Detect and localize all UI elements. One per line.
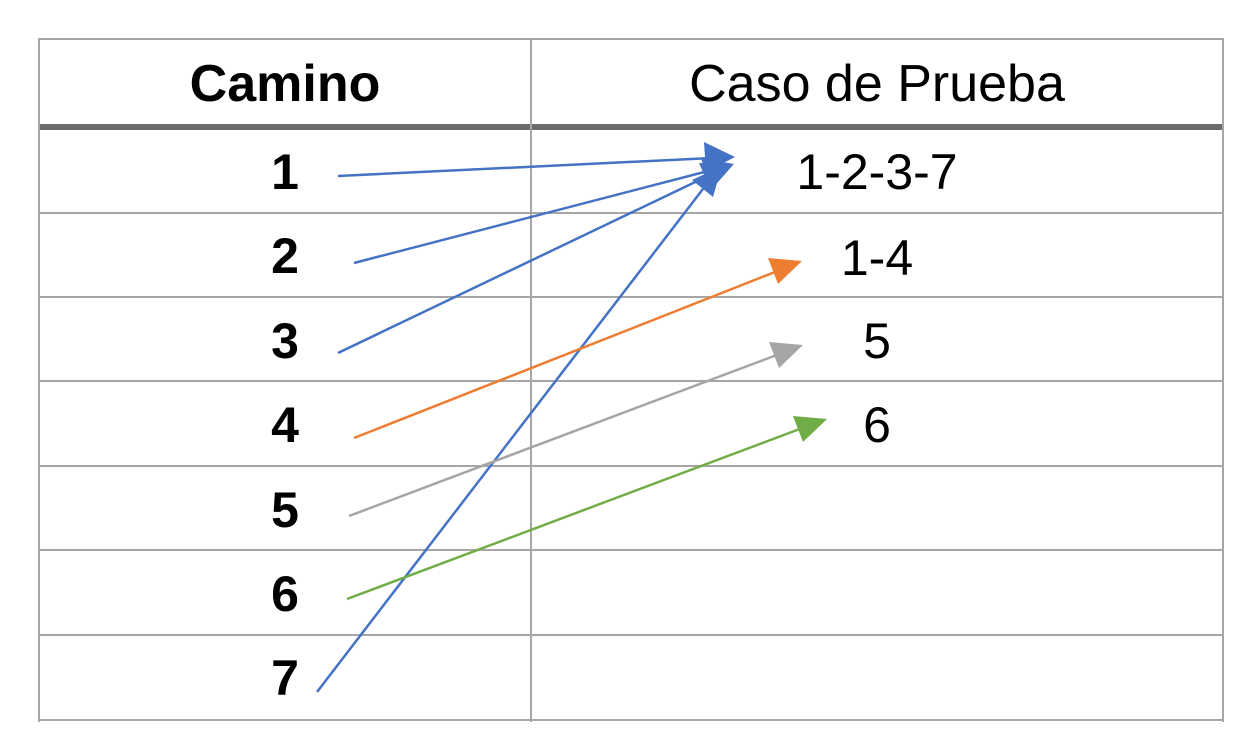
- camino-cell-2: 2: [271, 228, 299, 284]
- caso-cell-4: 6: [863, 397, 891, 453]
- caso-cell-1: 1-2-3-7: [796, 144, 958, 200]
- arrow-6-to-6: [346, 416, 827, 601]
- arrow-2-to-1-2-3-7: [353, 158, 734, 265]
- arrow-5-to-5: [348, 342, 803, 518]
- header-separator: [39, 124, 1224, 130]
- table-left-border: [38, 38, 40, 722]
- row-divider: [39, 380, 1224, 382]
- row-divider: [39, 634, 1224, 636]
- arrow-3-to-1-2-3-7: [337, 163, 733, 355]
- row-divider: [39, 465, 1224, 467]
- caso-cell-3: 5: [863, 313, 891, 369]
- caso-cell-2: 1-4: [840, 230, 914, 286]
- camino-cell-7: 7: [271, 650, 299, 706]
- camino-cell-6: 6: [271, 566, 299, 622]
- table-top-border: [39, 38, 1224, 40]
- row-divider: [39, 549, 1224, 551]
- camino-cell-4: 4: [271, 397, 299, 453]
- header-camino: Camino: [189, 55, 381, 113]
- arrow-1-to-1-2-3-7: [337, 142, 735, 178]
- camino-cell-5: 5: [271, 482, 299, 538]
- camino-cell-3: 3: [271, 313, 299, 369]
- arrow-4-to-1-4: [353, 258, 802, 440]
- table-bottom-border: [39, 719, 1224, 721]
- row-divider: [39, 296, 1224, 298]
- header-caso-de-prueba: Caso de Prueba: [689, 55, 1065, 113]
- arrow-7-to-1-2-3-7: [316, 166, 722, 693]
- column-divider: [530, 38, 532, 722]
- table-right-border: [1222, 38, 1224, 722]
- camino-cell-1: 1: [271, 144, 299, 200]
